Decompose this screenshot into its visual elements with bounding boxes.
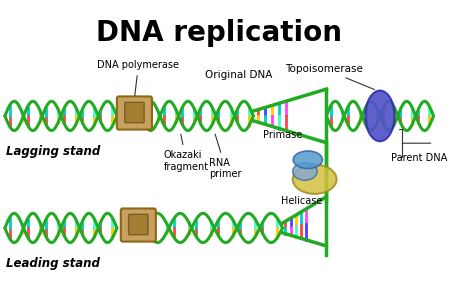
Text: DNA replication: DNA replication: [96, 20, 342, 48]
FancyBboxPatch shape: [117, 96, 152, 129]
FancyBboxPatch shape: [121, 209, 156, 242]
Text: Leading stand: Leading stand: [6, 257, 100, 270]
Text: Helicase: Helicase: [281, 196, 323, 206]
Ellipse shape: [293, 151, 323, 169]
Text: DNA polymerase: DNA polymerase: [97, 60, 180, 96]
FancyBboxPatch shape: [125, 102, 144, 123]
Text: Original DNA: Original DNA: [205, 70, 272, 80]
Text: Lagging stand: Lagging stand: [6, 145, 100, 158]
Ellipse shape: [365, 91, 395, 141]
Text: Primase: Primase: [263, 130, 302, 140]
FancyBboxPatch shape: [129, 214, 148, 235]
Text: Okazaki
fragment: Okazaki fragment: [164, 134, 209, 172]
Ellipse shape: [293, 165, 337, 194]
Text: Parent DNA: Parent DNA: [391, 153, 447, 163]
Text: RNA
primer: RNA primer: [209, 134, 242, 179]
Ellipse shape: [293, 163, 317, 180]
Text: Topoisomerase: Topoisomerase: [285, 64, 374, 89]
